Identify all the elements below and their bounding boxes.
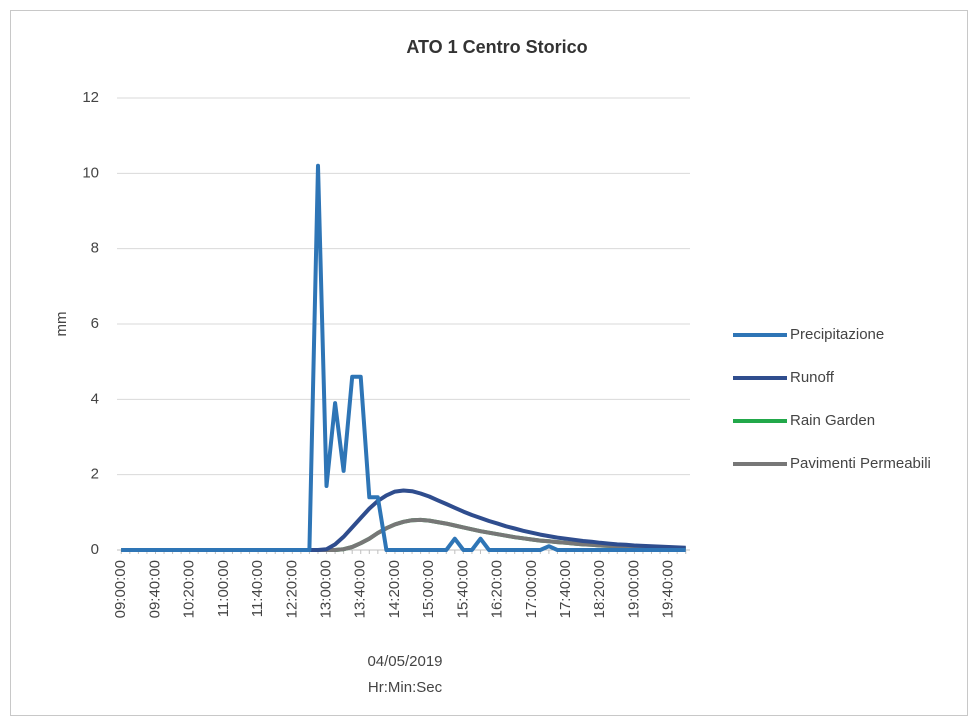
x-tick-label: 13:00:00 xyxy=(317,560,334,618)
x-tick-label: 17:40:00 xyxy=(557,560,574,618)
x-tick-label: 18:20:00 xyxy=(591,560,608,618)
x-tick-label: 17:00:00 xyxy=(523,560,540,618)
y-tick-label: 8 xyxy=(91,240,99,257)
y-tick-label: 10 xyxy=(82,164,99,181)
chart-title: ATO 1 Centro Storico xyxy=(406,37,587,57)
x-tick-label: 13:40:00 xyxy=(352,560,369,618)
x-tick-label: 16:20:00 xyxy=(489,560,506,618)
x-axis-label: 04/05/2019 xyxy=(367,653,442,670)
y-tick-label: 12 xyxy=(82,89,99,106)
legend-label: Precipitazione xyxy=(790,326,884,343)
x-tick-label: 19:40:00 xyxy=(660,560,677,618)
y-axis-label: mm xyxy=(53,312,70,337)
x-tick-label: 11:00:00 xyxy=(215,560,232,617)
y-tick-label: 6 xyxy=(91,315,99,332)
x-tick-label: 15:40:00 xyxy=(454,560,471,618)
x-tick-label: 09:00:00 xyxy=(112,560,129,618)
chart-frame xyxy=(10,10,968,716)
legend-label: Pavimenti Permeabili xyxy=(790,455,931,472)
y-tick-label: 2 xyxy=(91,466,99,483)
x-tick-label: 12:20:00 xyxy=(283,560,300,618)
y-tick-label: 4 xyxy=(91,390,99,407)
x-tick-label: 19:00:00 xyxy=(625,560,642,618)
x-tick-label: 10:20:00 xyxy=(181,560,198,618)
x-tick-label: 09:40:00 xyxy=(146,560,163,618)
series-line xyxy=(121,163,686,552)
legend-label: Runoff xyxy=(790,369,835,386)
x-tick-label: 14:20:00 xyxy=(386,560,403,618)
legend-label: Rain Garden xyxy=(790,412,875,429)
y-tick-label: 0 xyxy=(91,541,99,558)
x-tick-label: 15:00:00 xyxy=(420,560,437,618)
x-tick-label: 11:40:00 xyxy=(249,560,266,617)
x-axis-label: Hr:Min:Sec xyxy=(368,679,443,696)
